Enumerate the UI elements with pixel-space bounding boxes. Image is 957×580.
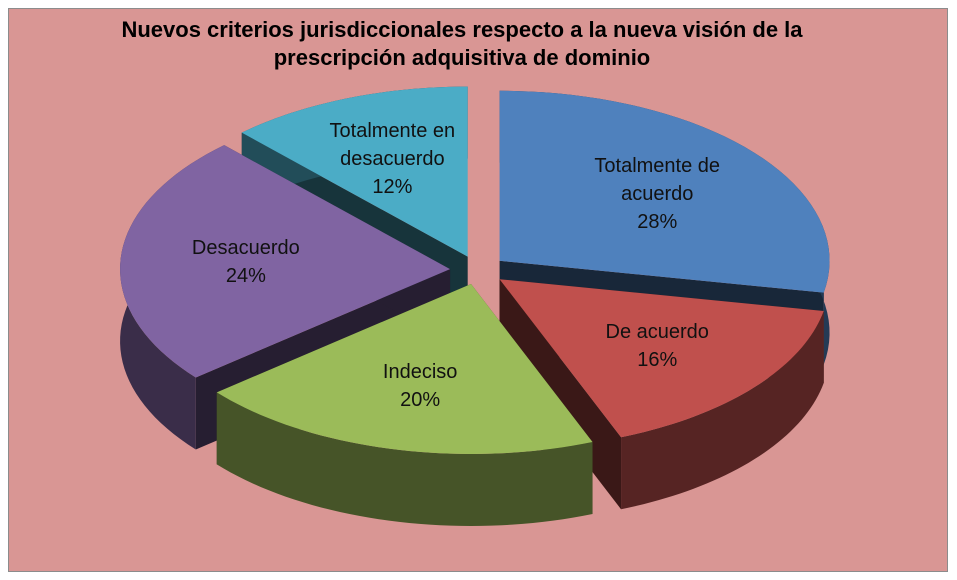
slice bbox=[120, 145, 451, 378]
data-label: Indeciso 20% bbox=[330, 336, 510, 436]
slice bbox=[241, 86, 468, 257]
data-label: Desacuerdo 24% bbox=[156, 212, 336, 312]
category-label: Indeciso bbox=[382, 361, 458, 384]
slice bbox=[499, 279, 824, 438]
value-label: 28% bbox=[637, 210, 678, 233]
value-label: 24% bbox=[225, 265, 266, 288]
data-label: Desacuerdo 24% bbox=[156, 212, 336, 312]
chart-title: Nuevos criterios jurisdiccionales respec… bbox=[121, 17, 803, 70]
data-label: De acuerdo 16% bbox=[567, 296, 747, 396]
slice bbox=[216, 283, 593, 454]
data-label: Totalmente en desacuerdo 12% bbox=[302, 109, 482, 209]
data-label: Totalmente en desacuerdo 12% bbox=[302, 109, 482, 209]
data-label: Totalmente de acuerdo 28% bbox=[567, 144, 747, 244]
category-label: Totalmente de acuerdo bbox=[594, 154, 721, 205]
slice-wall bbox=[621, 311, 824, 510]
slice bbox=[216, 283, 593, 526]
slice bbox=[499, 90, 830, 293]
value-label: 12% bbox=[372, 175, 413, 198]
data-label: Totalmente de acuerdo 28% bbox=[567, 144, 747, 244]
slice-wall bbox=[216, 392, 593, 526]
category-label: De acuerdo bbox=[605, 321, 709, 344]
data-label: Indeciso 20% bbox=[330, 336, 510, 436]
data-label: De acuerdo 16% bbox=[567, 296, 747, 396]
category-label: Totalmente en desacuerdo bbox=[329, 119, 456, 170]
value-label: 16% bbox=[637, 349, 678, 372]
value-label: 20% bbox=[400, 389, 441, 412]
category-label: Desacuerdo bbox=[191, 237, 300, 260]
